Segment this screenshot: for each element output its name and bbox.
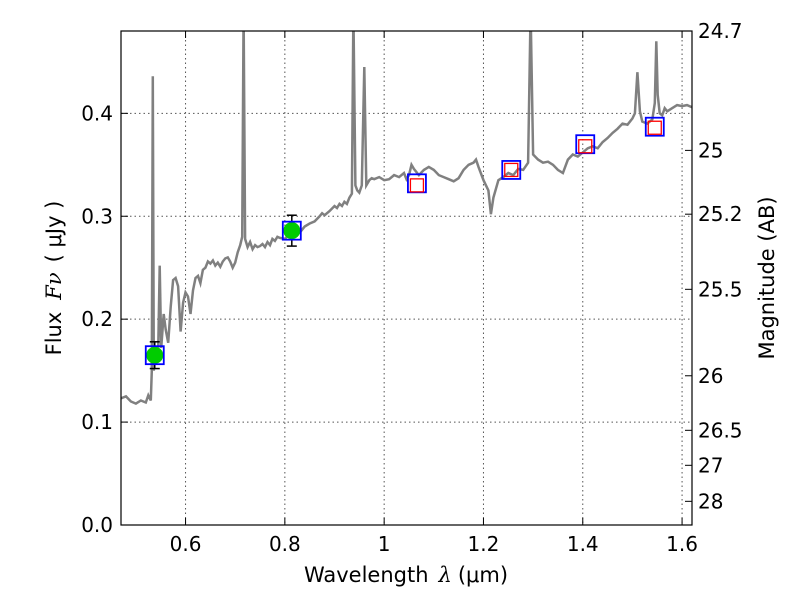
x-axis-label: Wavelength λ (μm) xyxy=(304,563,508,587)
predicted-photometry-square xyxy=(504,162,519,178)
y2-tick-label: 25.5 xyxy=(698,277,743,301)
x-tick-label: 1.2 xyxy=(468,532,500,556)
y-tick-label: 0.3 xyxy=(81,204,113,228)
predicted-photometry-square xyxy=(578,139,593,154)
predicted-photometry-square xyxy=(409,178,425,193)
x-tick-label: 1.6 xyxy=(666,532,698,556)
model-photometry-square xyxy=(281,220,302,241)
x-axis-label-text: Wavelength xyxy=(304,563,429,587)
model-photometry-square xyxy=(144,345,165,366)
y2-tick-label: 28 xyxy=(698,489,723,513)
plot-frame xyxy=(120,30,693,526)
y2-tick-label: 24.7 xyxy=(698,19,743,43)
predicted-photometry-square xyxy=(647,120,662,135)
x-tick-label: 1 xyxy=(378,532,391,556)
detection-point xyxy=(146,346,164,364)
axis-ticks: 0.6 0.8 1 1.2 1.4 1.6 0.0 0.1 0.2 0.3 0.4 24.7 25 25.… xyxy=(81,19,742,556)
model-photometry-square xyxy=(501,160,522,180)
y2-tick-label: 27 xyxy=(698,453,723,477)
x-axis-label-symbol: λ xyxy=(438,563,452,587)
y-tick-label: 0.1 xyxy=(81,410,113,434)
model-photometry-square xyxy=(644,116,665,137)
y2-axis-label: Magnitude (AB) xyxy=(755,196,779,359)
x-tick-label: 0.8 xyxy=(269,532,301,556)
y-tick-label: 0.4 xyxy=(81,101,113,125)
y2-tick-label: 25.2 xyxy=(698,202,743,226)
y-axis-label: Flux Fν ( μJy ) xyxy=(42,201,66,356)
y2-tick-label: 26 xyxy=(698,364,723,388)
x-tick-label: 0.6 xyxy=(170,532,202,556)
grid xyxy=(121,31,692,526)
y-tick-label: 0.2 xyxy=(81,307,113,331)
y-axis-label-units: ( μJy ) xyxy=(42,201,66,263)
y-axis-label-text: Flux xyxy=(42,312,66,356)
detection-point xyxy=(283,222,301,240)
x-axis-label-units: (μm) xyxy=(458,563,508,587)
x-tick-label: 1.4 xyxy=(567,532,599,556)
photometry-marks xyxy=(144,116,665,370)
y2-tick-label: 25 xyxy=(698,138,723,162)
y-axis-label-symbol: Fν xyxy=(42,272,66,301)
model-spectrum-line xyxy=(121,31,692,406)
y-tick-label: 0.0 xyxy=(81,513,113,537)
plot-content xyxy=(121,31,692,406)
y2-tick-label: 26.5 xyxy=(698,418,743,442)
